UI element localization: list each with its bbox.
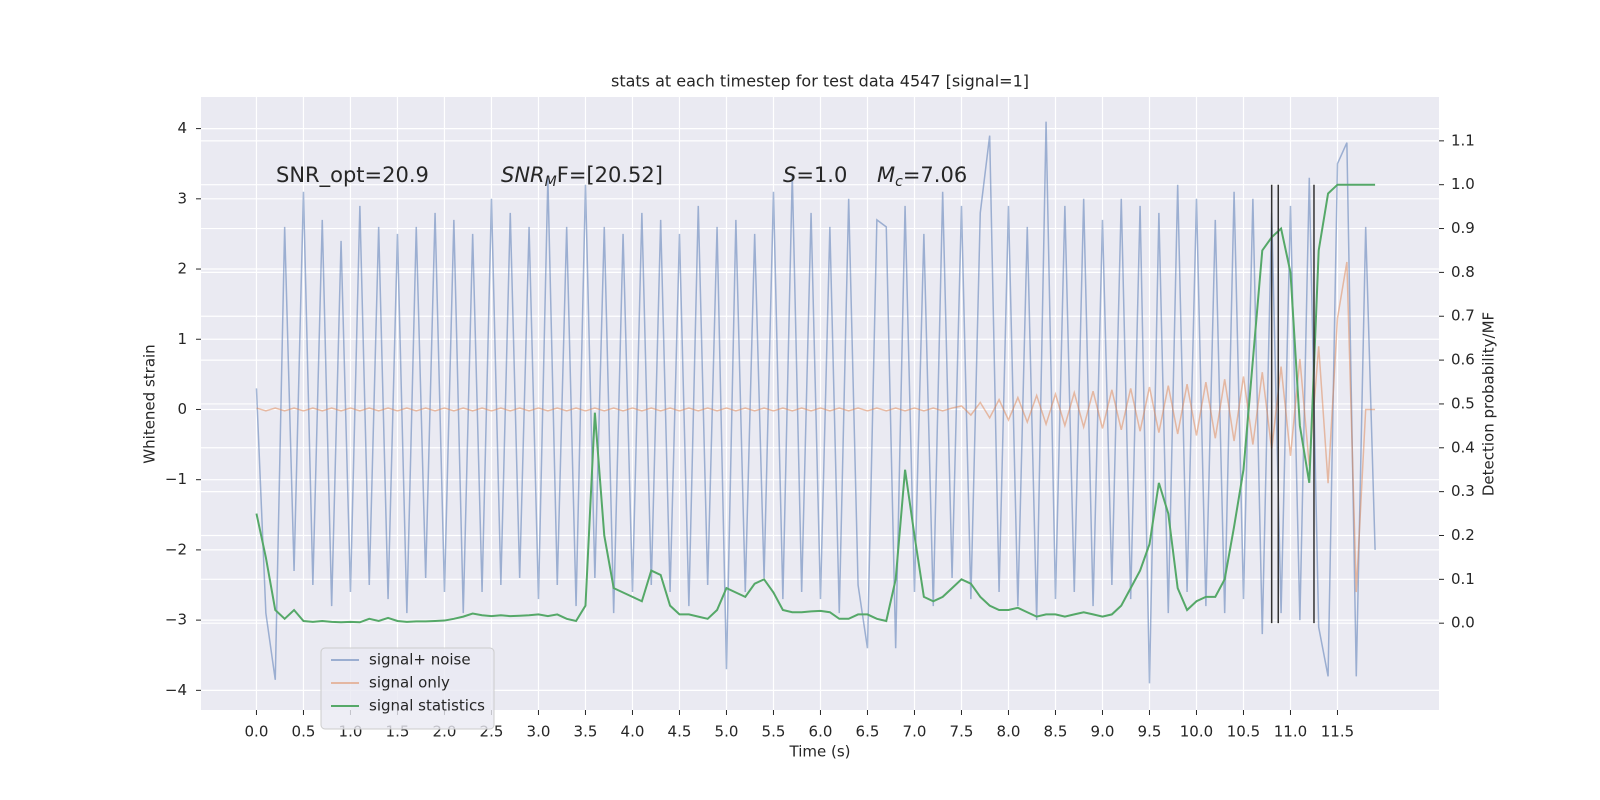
x-tick-label: 7.0	[903, 723, 927, 741]
axes: 0.0 0.5 1.0 1.5 2.0 2.5 3.0 3.5 4.0 4.5 5.0 5.5 6.0 6…	[165, 119, 1475, 740]
y2-tick-label: 0.6	[1451, 351, 1475, 369]
series-line	[255, 121, 1376, 684]
annotations: SNR_opt=20.9 SNRMF=[20.52] S=1.0 Mc=7.06	[276, 163, 967, 190]
y2-tick-label: 0.1	[1451, 570, 1475, 588]
y2-axis-label: Detection probability/MF	[1480, 312, 1498, 496]
x-tick-label: 3.5	[574, 723, 598, 741]
annotation-subscript: M	[545, 174, 557, 190]
marks	[255, 121, 1376, 684]
y2-tick-label: 0.4	[1451, 438, 1475, 456]
y-tick-label: 4	[177, 119, 187, 137]
y-tick-label: 3	[177, 189, 187, 207]
y2-tick-label: 0.5	[1451, 394, 1475, 412]
annotation-text: =7.06	[903, 163, 967, 187]
legend-label: signal only	[369, 674, 450, 692]
annotation-italic: M	[877, 163, 895, 187]
annotation-italic: SNR	[501, 163, 545, 187]
x-tick-label: 10.0	[1180, 723, 1213, 741]
y2-tick-label: 0.8	[1451, 263, 1475, 281]
x-tick-label: 5.0	[715, 723, 739, 741]
y2-tick-label: 0.2	[1451, 526, 1475, 544]
legend-box	[320, 647, 495, 730]
annotation-text: SNR_opt=20.9	[276, 163, 429, 188]
x-tick-label: 6.5	[856, 723, 880, 741]
x-tick-label: 4.0	[621, 723, 645, 741]
x-tick-label: 3.0	[527, 723, 551, 741]
x-tick-label: 8.0	[997, 723, 1021, 741]
x-tick-label: 9.0	[1091, 723, 1115, 741]
annotation-italic: S	[783, 163, 796, 187]
legend: signal+ noise signal only signal statistic…	[320, 647, 495, 730]
y-tick-label: 0	[177, 400, 187, 418]
x-tick-label: 9.5	[1138, 723, 1162, 741]
annotation: SNR_opt=20.9	[276, 163, 429, 188]
y-tick-label: −1	[165, 470, 187, 488]
annotation: S=1.0	[783, 163, 847, 187]
y2-tick-label: 1.0	[1451, 175, 1475, 193]
series-line	[256, 261, 1376, 593]
series-line	[255, 183, 1376, 624]
y2-tick-label: 1.1	[1451, 131, 1475, 149]
x-tick-label: 7.5	[950, 723, 974, 741]
y-tick-label: −3	[165, 611, 187, 629]
y-tick-label: 1	[177, 330, 187, 348]
x-tick-label: 8.5	[1044, 723, 1068, 741]
chart-title: stats at each timestep for test data 454…	[611, 72, 1029, 91]
x-axis-label: Time (s)	[789, 743, 851, 761]
annotation: SNRMF=[20.52]	[501, 163, 663, 190]
y-tick-label: −2	[165, 540, 187, 558]
x-tick-label: 0.0	[245, 723, 269, 741]
x-tick-label: 6.0	[809, 723, 833, 741]
legend-label: signal+ noise	[369, 651, 471, 669]
y2-tick-label: 0.3	[1451, 482, 1475, 500]
annotation-text: =1.0	[796, 163, 847, 187]
y-tick-label: 2	[177, 260, 187, 278]
annotation-text: F=[20.52]	[557, 163, 663, 187]
y-axis-label: Whitened strain	[141, 344, 159, 463]
annotation: Mc=7.06	[877, 163, 967, 190]
x-tick-label: 0.5	[292, 723, 316, 741]
x-tick-label: 11.5	[1321, 723, 1354, 741]
y-tick-label: −4	[165, 681, 187, 699]
annotation-subscript: c	[895, 174, 903, 190]
y2-tick-label: 0.9	[1451, 219, 1475, 237]
legend-label: signal statistics	[369, 697, 485, 715]
x-tick-label: 4.5	[668, 723, 692, 741]
x-tick-label: 5.5	[762, 723, 786, 741]
y2-tick-label: 0.7	[1451, 307, 1475, 325]
y2-tick-label: 0.0	[1451, 614, 1475, 632]
x-tick-label: 10.5	[1227, 723, 1260, 741]
x-tick-label: 11.0	[1274, 723, 1307, 741]
